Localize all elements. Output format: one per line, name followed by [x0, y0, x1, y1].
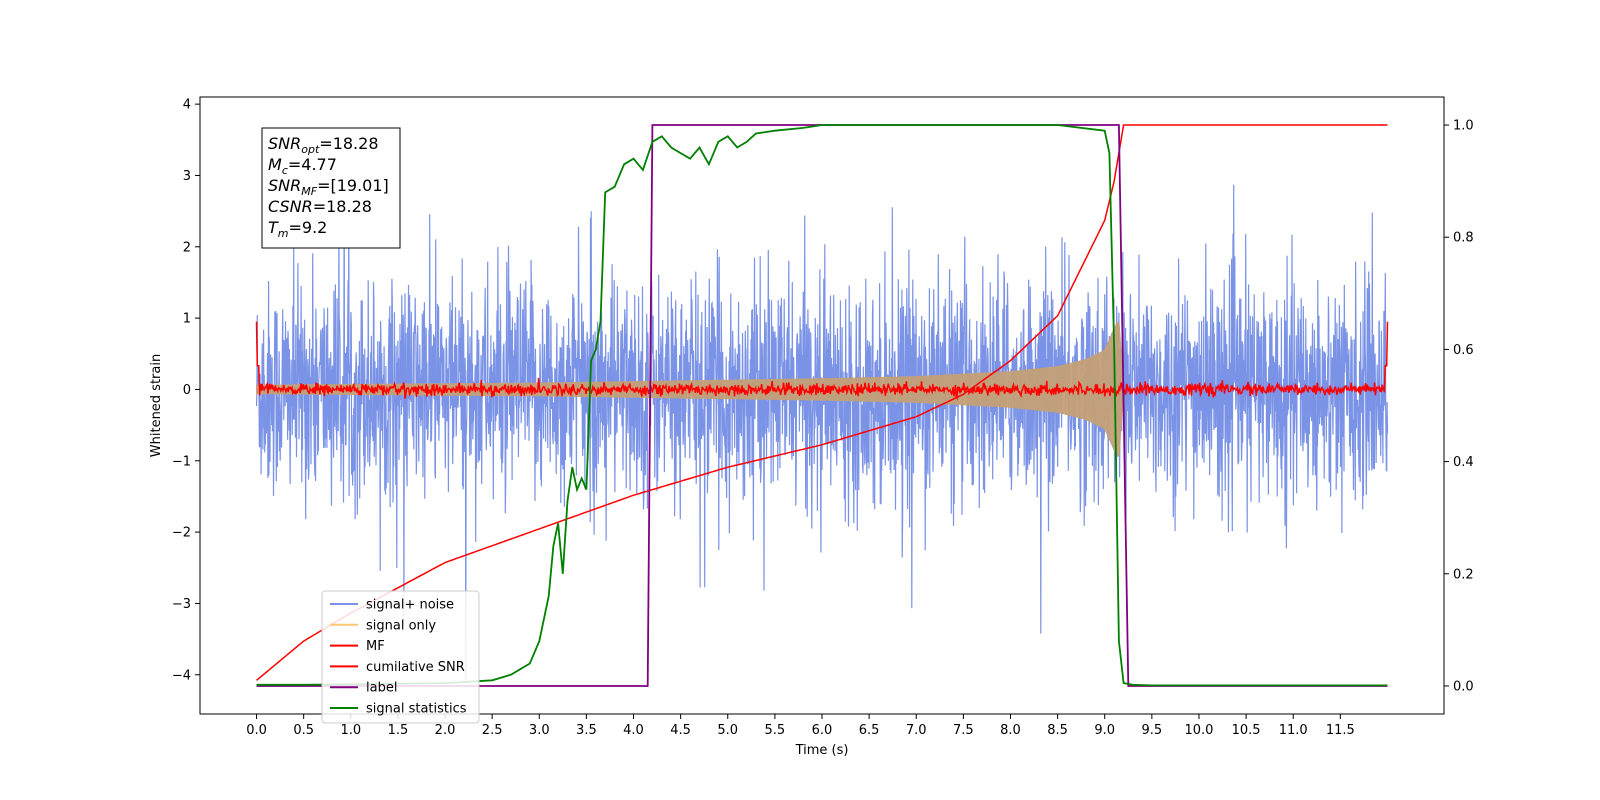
legend-label: signal+ noise [366, 598, 454, 613]
x-tick-label: 5.0 [717, 723, 738, 738]
annotation-line: CSNR=18.28 [268, 197, 372, 216]
x-axis: 0.0 0.5 1.0 1.5 2.0 2.5 3.0 3.5 4.0 4.5 5.0 5.5 6.0 6… [246, 714, 1355, 738]
y-tick-label: −3 [172, 597, 191, 612]
y2-tick-label: 0.4 [1453, 455, 1474, 470]
signal-noise-line [255, 167, 1389, 681]
legend-label: label [366, 681, 397, 696]
x-tick-label: 9.0 [1094, 723, 1115, 738]
x-tick-label: 2.0 [435, 723, 456, 738]
x-tick-label: 0.5 [293, 723, 314, 738]
x-tick-label: 9.5 [1142, 723, 1163, 738]
annotation-line: Mc=4.77 [268, 155, 337, 177]
legend-label: MF [366, 639, 385, 654]
x-tick-label: 11.0 [1279, 723, 1308, 738]
y2-tick-label: 0.6 [1453, 343, 1474, 358]
x-tick-label: 7.0 [906, 723, 927, 738]
mf-line [255, 321, 1389, 401]
y-tick-label: 2 [183, 240, 191, 255]
y-tick-label: −4 [172, 668, 191, 683]
plot-area [255, 124, 1389, 687]
x-tick-label: 7.5 [953, 723, 974, 738]
y-tick-label: −1 [172, 454, 191, 469]
y-axis-left: 4 3 2 1 0 −1 −2 −3 −4 [172, 98, 200, 683]
x-tick-label: 1.5 [388, 723, 409, 738]
x-tick-label: 4.5 [670, 723, 691, 738]
x-tick-label: 6.0 [812, 723, 833, 738]
annotation-line: Tm=9.2 [268, 218, 327, 240]
x-tick-label: 2.5 [482, 723, 503, 738]
y-tick-label: 1 [183, 312, 191, 327]
legend-label: signal statistics [366, 702, 467, 717]
x-tick-label: 3.0 [529, 723, 550, 738]
cumulative-snr-line [256, 124, 1388, 681]
annotation-frame [261, 127, 401, 249]
x-tick-label: 0.0 [246, 723, 267, 738]
y2-tick-label: 0.0 [1453, 679, 1474, 694]
x-tick-label: 4.0 [623, 723, 644, 738]
x-tick-label: 10.5 [1232, 723, 1261, 738]
signal-statistics-line [256, 124, 1388, 687]
x-tick-label: 11.5 [1326, 723, 1355, 738]
legend-frame [321, 590, 480, 724]
x-tick-label: 10.0 [1184, 723, 1213, 738]
x-tick-label: 3.5 [576, 723, 597, 738]
annotation-box: SNRopt=18.28Mc=4.77SNRMF=[19.01]CSNR=18.… [261, 127, 401, 249]
y-axis-right: 1.0 0.8 0.6 0.4 0.2 0.0 [1444, 119, 1474, 694]
x-tick-label: 5.5 [765, 723, 786, 738]
y-axis-label: Whitened strain [149, 354, 164, 457]
x-axis-label: Time (s) [795, 743, 849, 758]
x-tick-label: 1.0 [340, 723, 361, 738]
y-tick-label: 0 [183, 383, 191, 398]
y-tick-label: 3 [183, 169, 191, 184]
legend-label: signal only [366, 618, 436, 633]
x-tick-label: 8.0 [1000, 723, 1021, 738]
y2-tick-label: 1.0 [1453, 119, 1474, 134]
annotation-line: SNRMF=[19.01] [268, 176, 389, 198]
y2-tick-label: 0.8 [1453, 231, 1474, 246]
y-tick-label: 4 [183, 98, 191, 113]
y-tick-label: −2 [172, 526, 191, 541]
y2-tick-label: 0.2 [1453, 567, 1474, 582]
legend-label: cumilative SNR [366, 660, 465, 675]
legend: signal+ noise signal only MF cumilative SNR… [321, 590, 480, 724]
x-tick-label: 6.5 [859, 723, 880, 738]
x-tick-label: 8.5 [1047, 723, 1068, 738]
annotation-line: SNRopt=18.28 [268, 134, 379, 156]
